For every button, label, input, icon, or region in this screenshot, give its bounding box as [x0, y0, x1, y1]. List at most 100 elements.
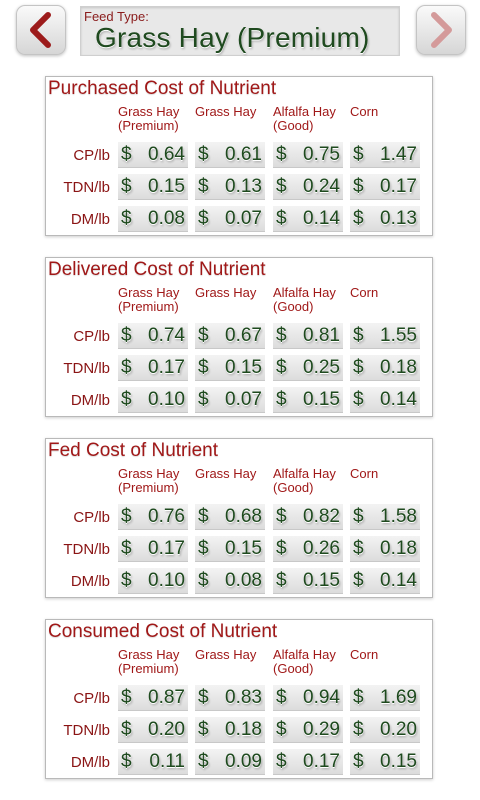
currency-symbol: $ — [276, 719, 287, 740]
currency-symbol: $ — [198, 719, 209, 740]
currency-symbol: $ — [276, 357, 287, 378]
cost-panel: Purchased Cost of Nutrient Grass Hay (Pre… — [45, 76, 433, 236]
chevron-left-icon — [30, 12, 51, 48]
currency-symbol: $ — [121, 176, 132, 197]
feed-type-label: Feed Type: — [84, 9, 149, 24]
cost-amount: 0.83 — [225, 687, 262, 708]
currency-symbol: $ — [121, 389, 132, 410]
cost-value-cell: $0.14 — [350, 387, 420, 413]
cost-value-cell: $0.74 — [118, 323, 188, 349]
column-header: Corn — [350, 104, 379, 119]
currency-symbol: $ — [353, 357, 364, 378]
panel-title: Consumed Cost of Nutrient — [48, 621, 278, 642]
cost-amount: 0.68 — [225, 506, 262, 527]
cost-amount: 0.17 — [380, 176, 417, 197]
column-header: Grass Hay (Premium) — [118, 466, 180, 495]
cost-value-cell: $0.75 — [273, 142, 343, 168]
row-label: DM/lb — [70, 211, 110, 228]
cost-amount: 0.15 — [303, 570, 340, 591]
panel-title: Delivered Cost of Nutrient — [48, 259, 266, 280]
cost-value-cell: $1.58 — [350, 504, 420, 530]
cost-value-cell: $0.15 — [195, 536, 265, 562]
cost-value-cell: $0.15 — [273, 568, 343, 594]
cost-panel: Consumed Cost of Nutrient Grass Hay (Prem… — [45, 619, 433, 779]
cost-amount: 0.17 — [303, 751, 340, 772]
cost-value-cell: $0.82 — [273, 504, 343, 530]
currency-symbol: $ — [198, 357, 209, 378]
column-header: Grass Hay — [195, 285, 257, 300]
column-header: Grass Hay — [195, 466, 257, 481]
cost-amount: 0.07 — [225, 389, 262, 410]
currency-symbol: $ — [198, 176, 209, 197]
cost-value-cell: $0.13 — [195, 174, 265, 200]
cost-value-cell: $0.15 — [350, 749, 420, 775]
previous-feed-button[interactable] — [16, 5, 66, 55]
column-header: Grass Hay — [195, 104, 257, 119]
currency-symbol: $ — [353, 144, 364, 165]
column-header: Grass Hay (Premium) — [118, 285, 180, 314]
currency-symbol: $ — [276, 176, 287, 197]
currency-symbol: $ — [198, 570, 209, 591]
cost-amount: 0.29 — [303, 719, 340, 740]
cost-amount: 0.15 — [303, 389, 340, 410]
cost-amount: 0.76 — [148, 506, 185, 527]
cost-amount: 0.10 — [148, 389, 185, 410]
feed-type-display[interactable]: Feed Type: Grass Hay (Premium) — [80, 6, 400, 56]
cost-amount: 0.61 — [225, 144, 262, 165]
cost-value-cell: $0.26 — [273, 536, 343, 562]
cost-amount: 0.15 — [225, 357, 262, 378]
currency-symbol: $ — [121, 325, 132, 346]
currency-symbol: $ — [198, 208, 209, 229]
cost-amount: 0.11 — [149, 751, 185, 772]
next-feed-button[interactable] — [416, 5, 466, 55]
row-label: TDN/lb — [63, 179, 110, 196]
column-header: Corn — [350, 647, 379, 662]
cost-value-cell: $0.76 — [118, 504, 188, 530]
currency-symbol: $ — [353, 719, 364, 740]
cost-value-cell: $0.10 — [118, 387, 188, 413]
currency-symbol: $ — [198, 144, 209, 165]
cost-amount: 0.94 — [303, 687, 340, 708]
cost-amount: 0.08 — [225, 570, 262, 591]
cost-value-cell: $0.18 — [350, 355, 420, 381]
currency-symbol: $ — [121, 751, 132, 772]
cost-amount: 0.24 — [303, 176, 340, 197]
cost-amount: 1.55 — [380, 325, 417, 346]
column-header: Grass Hay (Premium) — [118, 104, 180, 133]
column-header: Corn — [350, 466, 379, 481]
cost-amount: 1.47 — [380, 144, 417, 165]
cost-amount: 0.14 — [380, 389, 417, 410]
cost-value-cell: $0.68 — [195, 504, 265, 530]
currency-symbol: $ — [353, 687, 364, 708]
cost-value-cell: $0.64 — [118, 142, 188, 168]
currency-symbol: $ — [198, 506, 209, 527]
cost-value-cell: $0.08 — [118, 206, 188, 232]
cost-value-cell: $0.09 — [195, 749, 265, 775]
currency-symbol: $ — [353, 751, 364, 772]
cost-value-cell: $0.61 — [195, 142, 265, 168]
currency-symbol: $ — [121, 687, 132, 708]
cost-value-cell: $0.25 — [273, 355, 343, 381]
cost-value-cell: $0.08 — [195, 568, 265, 594]
row-label: CP/lb — [73, 690, 110, 707]
cost-value-cell: $0.14 — [350, 568, 420, 594]
currency-symbol: $ — [276, 389, 287, 410]
cost-amount: 0.18 — [380, 538, 417, 559]
cost-value-cell: $0.15 — [118, 174, 188, 200]
cost-amount: 0.14 — [303, 208, 340, 229]
cost-value-cell: $0.15 — [195, 355, 265, 381]
cost-value-cell: $0.94 — [273, 685, 343, 711]
cost-value-cell: $0.14 — [273, 206, 343, 232]
cost-value-cell: $0.10 — [118, 568, 188, 594]
cost-value-cell: $1.47 — [350, 142, 420, 168]
cost-amount: 0.10 — [148, 570, 185, 591]
column-header: Alfalfa Hay (Good) — [273, 104, 336, 133]
cost-amount: 0.09 — [225, 751, 262, 772]
currency-symbol: $ — [121, 570, 132, 591]
top-bar: Feed Type: Grass Hay (Premium) — [0, 0, 480, 62]
cost-amount: 0.13 — [380, 208, 417, 229]
column-header: Alfalfa Hay (Good) — [273, 647, 336, 676]
cost-amount: 0.15 — [380, 751, 417, 772]
row-label: CP/lb — [73, 509, 110, 526]
column-header: Grass Hay — [195, 647, 257, 662]
